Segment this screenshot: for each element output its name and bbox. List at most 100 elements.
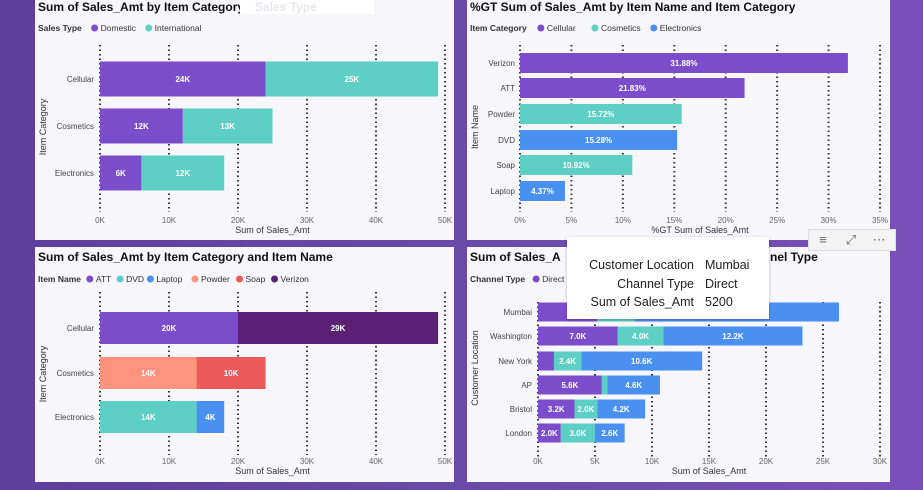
x-tick-label: 5%: [566, 216, 578, 225]
legend-item: ATT: [96, 274, 111, 284]
chart-title: Sum of Sales_Amt by Item Category and It…: [38, 250, 333, 264]
data-label: 10.6K: [631, 357, 653, 366]
x-tick-label: 30K: [300, 457, 315, 466]
data-label: 2.0K: [577, 405, 594, 414]
x-tick-label: 0K: [533, 457, 543, 466]
x-tick-label: 10K: [162, 457, 177, 466]
data-label: 15.72%: [587, 110, 614, 119]
panel-sales-by-category-and-name[interactable]: Sum of Sales_Amt by Item Category and It…: [35, 247, 454, 482]
bar-segment: [238, 312, 439, 344]
legend-item: Soap: [246, 274, 266, 284]
data-label: 13K: [220, 122, 235, 131]
bar-segment: [100, 155, 142, 191]
bar: [520, 130, 678, 150]
x-axis-label: Sum of Sales_Amt: [672, 466, 747, 476]
chart-sales-by-item-category: Sum of Sales_Amt by Item Category Sales T…: [38, 0, 453, 235]
x-tick-label: 20K: [231, 216, 246, 225]
chart-gt-sales-by-item-name: %GT Sum of Sales_Amt by Item Name and It…: [470, 0, 888, 235]
x-axis-label: Sum of Sales_Amt: [235, 225, 310, 235]
x-tick-label: 30K: [873, 457, 888, 466]
bar-segment: [553, 351, 582, 371]
legend-marker: [591, 24, 599, 32]
x-tick-label: 50K: [438, 216, 453, 225]
tooltip-key: Sum of Sales_Amt: [590, 295, 694, 309]
legend-marker: [532, 275, 540, 283]
category-label: Mumbai: [504, 308, 533, 317]
data-label: 2.4K: [559, 357, 576, 366]
bar-segment: [265, 61, 439, 97]
bar-segment: [574, 399, 598, 419]
legend-marker: [145, 24, 153, 32]
bar-segment: [100, 401, 197, 433]
legend-item: Electronics: [660, 23, 702, 33]
legend-marker: [91, 24, 99, 32]
data-label: 4.6K: [625, 381, 642, 390]
legend-item: Direct: [542, 274, 565, 284]
tooltip-row: Sum of Sales_Amt 5200: [567, 295, 769, 313]
data-label: 2.0K: [541, 429, 558, 438]
tooltip-row: Customer Location Mumbai: [567, 258, 769, 276]
category-label: Laptop: [491, 187, 516, 196]
y-axis-label: Item Category: [38, 98, 48, 155]
bar-segment: [100, 357, 197, 389]
category-label: Cellular: [67, 324, 94, 333]
legend-marker: [650, 24, 658, 32]
legend-title: Sales Type: [38, 23, 82, 33]
chart-title: %GT Sum of Sales_Amt by Item Name and It…: [470, 0, 796, 14]
x-tick-label: 0K: [95, 216, 105, 225]
bar-segment: [100, 61, 266, 97]
legend-item: Domestic: [101, 23, 137, 33]
category-label: Soap: [496, 161, 515, 170]
category-label: Washington: [490, 332, 532, 341]
bar-segment: [538, 326, 618, 346]
bar: [520, 155, 633, 175]
data-label: 10K: [224, 369, 239, 378]
bar-segment: [595, 423, 625, 443]
legend-marker: [86, 275, 94, 283]
category-label: Powder: [488, 110, 515, 119]
data-label: 5.6K: [561, 381, 578, 390]
bar-segment: [663, 326, 803, 346]
data-label: 29K: [331, 324, 346, 333]
tooltip-key: Customer Location: [589, 258, 694, 272]
chart-title-left: Sum of Sales_A: [470, 250, 561, 264]
category-label: ATT: [500, 84, 515, 93]
tooltip-key: Channel Type: [617, 277, 694, 291]
category-label: Electronics: [55, 413, 94, 422]
bar: [520, 78, 745, 98]
legend-marker: [146, 275, 154, 283]
chart-title-right: nel Type: [770, 250, 818, 264]
more-options-icon[interactable]: ⋯: [872, 232, 886, 247]
filter-icon[interactable]: ≡: [819, 232, 827, 247]
x-tick-label: 20%: [718, 216, 734, 225]
bar: [520, 53, 848, 73]
legend-item: Laptop: [156, 274, 182, 284]
category-label: London: [505, 429, 532, 438]
focus-mode-icon[interactable]: ⤢: [845, 232, 857, 247]
title-overlay: Sales Type: [255, 0, 317, 14]
data-label: 15.28%: [585, 136, 612, 145]
bar-segment: [538, 423, 561, 443]
data-label: 14K: [141, 413, 156, 422]
data-label: 4.37%: [531, 187, 554, 196]
panel-sales-by-category[interactable]: Sum of Sales_Amt by Item Category Sales T…: [35, 0, 454, 240]
category-label: Bristol: [510, 405, 532, 414]
data-label: 12K: [134, 122, 149, 131]
x-tick-label: 25%: [769, 216, 785, 225]
x-axis-label: Sum of Sales_Amt: [235, 466, 310, 476]
panel-gt-sales-by-item-name[interactable]: %GT Sum of Sales_Amt by Item Name and It…: [467, 0, 890, 240]
x-tick-label: 35%: [872, 216, 888, 225]
legend-item: Cellular: [547, 23, 576, 33]
x-tick-label: 10%: [615, 216, 631, 225]
x-tick-label: 10K: [162, 216, 177, 225]
data-label: 12K: [175, 169, 190, 178]
title-overlay-box: [240, 0, 374, 14]
bar: [520, 181, 565, 201]
x-tick-label: 15K: [702, 457, 717, 466]
data-label: 25K: [345, 75, 360, 84]
legend-marker: [537, 24, 545, 32]
tooltip-value: Mumbai: [705, 258, 750, 272]
category-label: New York: [498, 357, 533, 366]
x-tick-label: 0%: [514, 216, 526, 225]
tooltip-value: 5200: [705, 295, 733, 309]
